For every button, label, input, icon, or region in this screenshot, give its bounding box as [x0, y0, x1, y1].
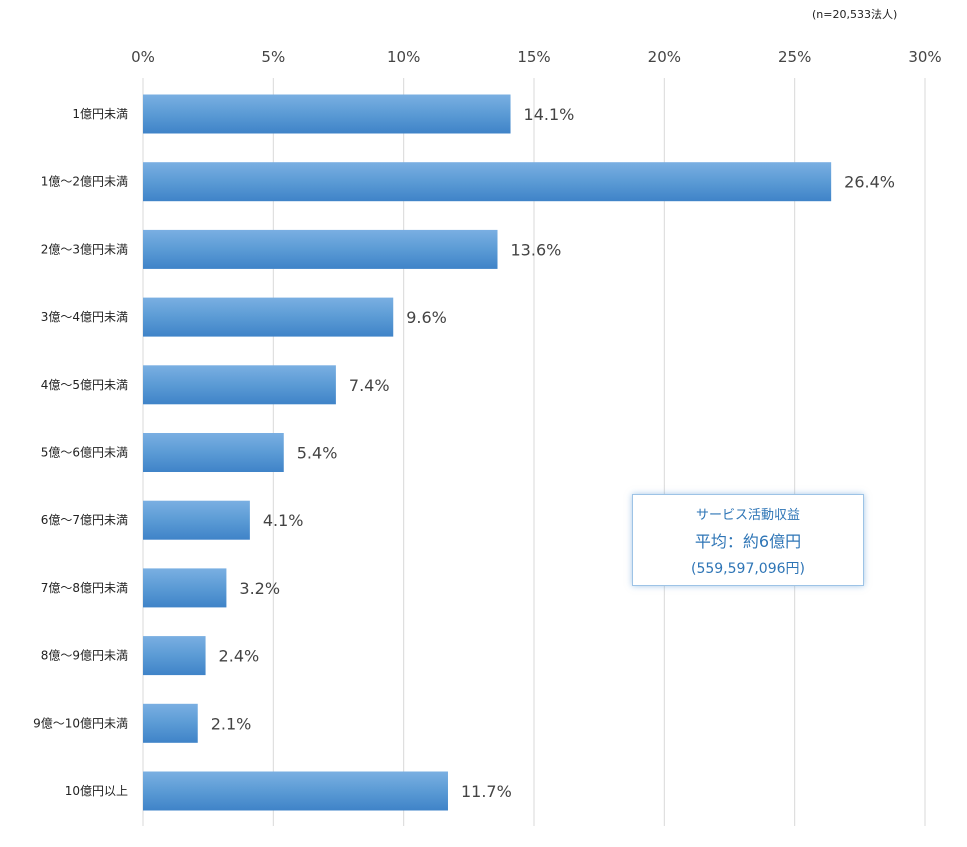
x-tick-label: 10%	[387, 48, 420, 66]
callout-title: サービス活動収益	[695, 508, 800, 523]
category-label: 1億〜2億円未満	[41, 175, 128, 189]
bar	[143, 297, 394, 337]
bar	[143, 568, 227, 608]
category-labels: 1億円未満 1億〜2億円未満 2億〜3億円未満 3億〜4億円未満 4億〜5億円未満 5億〜…	[33, 107, 128, 798]
value-label: 11.7%	[461, 782, 512, 801]
x-tick-label: 25%	[778, 48, 811, 66]
value-labels: 14.1% 26.4% 13.6% 9.6% 7.4% 5.4% 4.1% 3.2% 2.4% 2…	[211, 105, 895, 801]
category-label: 4億〜5億円未満	[41, 378, 128, 392]
category-label: 8億〜9億円未満	[41, 649, 128, 663]
sample-size-note: (n=20,533法人)	[812, 8, 898, 21]
x-tick-label: 15%	[517, 48, 550, 66]
x-tick-label: 5%	[261, 48, 285, 66]
bar	[143, 94, 511, 134]
value-label: 5.4%	[297, 444, 338, 463]
value-label: 7.4%	[349, 376, 390, 395]
value-label: 2.4%	[219, 647, 260, 666]
value-label: 3.2%	[239, 579, 280, 598]
value-label: 4.1%	[263, 511, 304, 530]
bar	[143, 365, 336, 405]
bar	[143, 771, 448, 811]
bar	[143, 433, 284, 472]
x-tick-label: 30%	[908, 48, 941, 66]
category-label: 7億〜8億円未満	[41, 581, 128, 595]
value-label: 13.6%	[511, 240, 562, 259]
callout-exact-value: (559,597,096円)	[691, 561, 805, 577]
value-label: 2.1%	[211, 714, 252, 733]
x-tick-label: 0%	[131, 48, 155, 66]
category-label: 3億〜4億円未満	[41, 310, 128, 324]
average-callout-box: サービス活動収益 平均：約6億円 (559,597,096円)	[632, 494, 864, 586]
category-label: 1億円未満	[72, 107, 128, 121]
bar	[143, 229, 498, 269]
callout-average: 平均：約6億円	[694, 532, 802, 551]
value-label: 9.6%	[406, 308, 447, 327]
category-label: 5億〜6億円未満	[41, 446, 128, 460]
category-label: 10億円以上	[65, 784, 128, 798]
bar	[143, 636, 206, 676]
category-label: 9億〜10億円未満	[33, 716, 128, 730]
bar	[143, 162, 832, 202]
bar	[143, 500, 250, 540]
x-axis-ticks: 0% 5% 10% 15% 20% 25% 30%	[131, 48, 942, 66]
x-tick-label: 20%	[648, 48, 681, 66]
value-label: 14.1%	[524, 105, 575, 124]
value-label: 26.4%	[844, 173, 895, 192]
category-label: 2億〜3億円未満	[41, 242, 128, 256]
category-label: 6億〜7億円未満	[41, 513, 128, 527]
bar	[143, 703, 198, 743]
bars	[143, 94, 832, 811]
